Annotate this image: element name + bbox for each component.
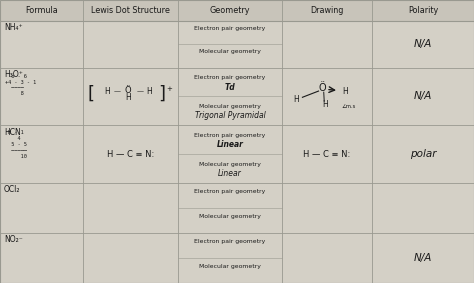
Text: [: [ xyxy=(88,85,95,103)
Text: —: — xyxy=(137,88,143,94)
Text: H: H xyxy=(342,87,348,96)
Bar xyxy=(0,21,474,68)
Bar xyxy=(0,183,474,233)
Text: o · 6
+4 · 3 - 1
  ────
     8: o · 6 +4 · 3 - 1 ──── 8 xyxy=(5,74,36,96)
Text: Trigonal Pyramidal: Trigonal Pyramidal xyxy=(194,112,265,121)
Text: Linear: Linear xyxy=(217,140,243,149)
Text: Linear: Linear xyxy=(218,169,242,178)
Text: N/A: N/A xyxy=(414,253,432,263)
Text: Td: Td xyxy=(225,83,235,92)
Text: NO₂⁻: NO₂⁻ xyxy=(4,235,23,244)
Text: polar: polar xyxy=(410,149,436,159)
Text: Geometry: Geometry xyxy=(210,6,250,15)
Text: +: + xyxy=(166,86,172,92)
Text: H₃O⁺: H₃O⁺ xyxy=(4,70,23,79)
Text: H — C ≡ N:: H — C ≡ N: xyxy=(107,150,154,158)
Text: Lewis Dot Structure: Lewis Dot Structure xyxy=(91,6,170,15)
Text: Electron pair geometry: Electron pair geometry xyxy=(194,239,265,244)
Text: Molecular geometry: Molecular geometry xyxy=(199,214,261,219)
Text: H: H xyxy=(322,100,328,110)
Text: ∠m.s: ∠m.s xyxy=(341,104,356,110)
Text: NH₄⁺: NH₄⁺ xyxy=(4,23,22,33)
Text: H: H xyxy=(293,95,299,104)
Text: OCl₂: OCl₂ xyxy=(4,185,20,194)
Text: Molecular geometry: Molecular geometry xyxy=(199,49,261,54)
Text: Electron pair geometry: Electron pair geometry xyxy=(194,75,265,80)
Bar xyxy=(0,68,474,125)
Text: H — C ≡ N:: H — C ≡ N: xyxy=(303,150,351,158)
Text: Electron pair geometry: Electron pair geometry xyxy=(194,133,265,138)
Text: Molecular geometry: Molecular geometry xyxy=(199,162,261,167)
Text: Ö: Ö xyxy=(319,83,326,93)
Text: N/A: N/A xyxy=(414,91,432,101)
Text: ]: ] xyxy=(159,85,165,103)
Text: H: H xyxy=(105,87,110,96)
Text: Formula: Formula xyxy=(25,6,58,15)
Text: Electron pair geometry: Electron pair geometry xyxy=(194,26,265,31)
Bar xyxy=(0,0,474,21)
Text: Polarity: Polarity xyxy=(408,6,438,15)
Text: Ö: Ö xyxy=(125,86,131,95)
Text: Drawing: Drawing xyxy=(310,6,344,15)
Text: H · 1
    4
  5 · 5
  ─────
     10: H · 1 4 5 · 5 ───── 10 xyxy=(5,130,27,158)
Bar xyxy=(0,125,474,183)
Text: Electron pair geometry: Electron pair geometry xyxy=(194,189,265,194)
Text: Molecular geometry: Molecular geometry xyxy=(199,104,261,109)
Bar xyxy=(0,233,474,283)
Text: H: H xyxy=(125,93,131,102)
Text: H: H xyxy=(146,87,152,96)
Text: Molecular geometry: Molecular geometry xyxy=(199,264,261,269)
Text: HCN: HCN xyxy=(4,128,20,136)
Text: N/A: N/A xyxy=(414,39,432,50)
Text: —: — xyxy=(114,88,120,94)
